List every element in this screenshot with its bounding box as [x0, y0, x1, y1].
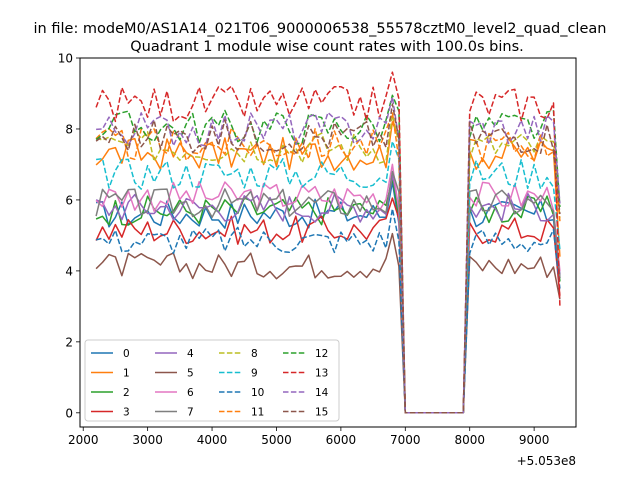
legend-label-13: 13: [315, 368, 328, 380]
x-tick-label: 8000: [454, 433, 485, 447]
legend-label-10: 10: [251, 387, 264, 399]
x-tick-label: 2000: [68, 433, 99, 447]
series-line-4: [95, 174, 561, 414]
legend-label-0: 0: [123, 348, 130, 360]
chart-title: Quadrant 1 module wise count rates with …: [130, 39, 524, 55]
chart-suptitle: in file: modeM0/AS1A14_021T06_9000006538…: [34, 21, 607, 37]
y-tick-label: 0: [65, 406, 73, 420]
legend-label-12: 12: [315, 348, 328, 360]
y-tick-label: 10: [58, 52, 73, 66]
x-tick-label: 3000: [132, 433, 163, 447]
legend-label-4: 4: [187, 348, 194, 360]
legend-label-9: 9: [251, 368, 258, 380]
series-line-9: [96, 140, 561, 414]
legend-label-3: 3: [123, 407, 130, 419]
x-tick-label: 6000: [326, 433, 357, 447]
x-tick-label: 7000: [390, 433, 421, 447]
series-line-1: [95, 121, 561, 414]
series-line-7: [95, 170, 561, 414]
legend-label-11: 11: [251, 407, 264, 419]
series-line-0: [95, 181, 561, 414]
series-line-11: [95, 112, 561, 414]
legend-label-2: 2: [123, 387, 130, 399]
y-tick-label: 2: [65, 335, 73, 349]
x-tick-label: 4000: [197, 433, 228, 447]
legend-label-7: 7: [187, 407, 194, 419]
series-line-15: [95, 103, 561, 414]
x-offset-label: +5.053e8: [517, 454, 576, 468]
x-tick-label: 9000: [519, 433, 550, 447]
series-line-13: [95, 71, 561, 414]
y-tick-label: 4: [65, 264, 73, 278]
legend-label-6: 6: [187, 387, 194, 399]
series-lines: [95, 71, 561, 414]
x-tick-label: 5000: [261, 433, 292, 447]
series-line-10: [95, 208, 561, 414]
legend-label-8: 8: [251, 348, 258, 360]
legend-label-14: 14: [315, 387, 329, 399]
y-tick-label: 8: [65, 122, 73, 136]
legend-label-1: 1: [123, 368, 130, 380]
legend-label-15: 15: [315, 407, 328, 419]
y-tick-label: 6: [65, 193, 73, 207]
legend-label-5: 5: [187, 368, 194, 380]
plot-frame: [79, 57, 577, 428]
legend-box: [84, 339, 340, 422]
series-line-12: [95, 94, 561, 414]
series-line-6: [95, 163, 561, 414]
